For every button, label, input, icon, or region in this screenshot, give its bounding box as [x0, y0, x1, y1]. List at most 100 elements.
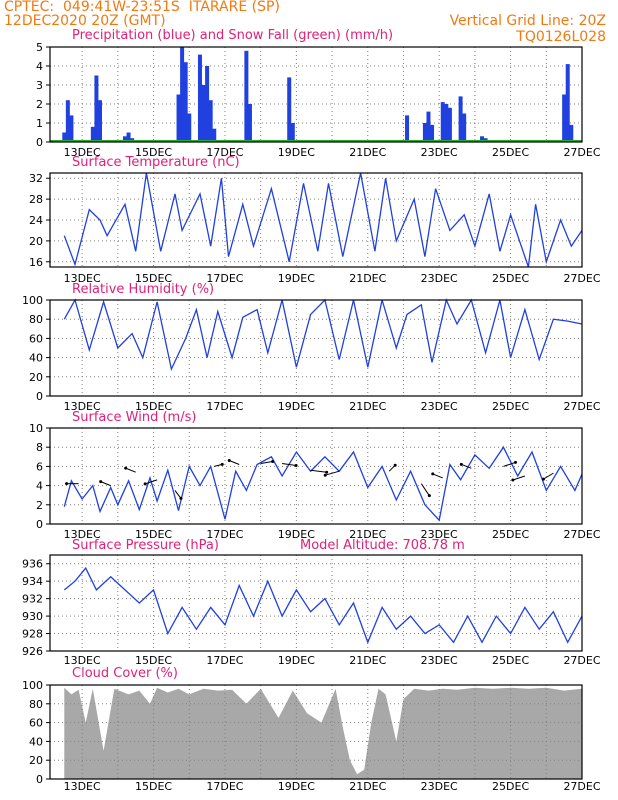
x-tick-label-1: 17DEC	[206, 272, 243, 285]
precip-bar	[197, 54, 202, 142]
wind-arrow	[125, 467, 136, 473]
x-tick-label-4: 13DEC	[64, 654, 101, 667]
wind-arrow-head	[65, 482, 69, 486]
x-tick-label-0: 15DEC	[135, 146, 172, 159]
cloud-cover-area	[64, 687, 583, 779]
precip-bar	[444, 104, 449, 142]
precip-bar	[562, 94, 567, 142]
wind-arrow	[174, 490, 182, 499]
precip-bar	[183, 62, 188, 143]
y-tick-label-2: 60	[29, 332, 43, 345]
y-tick-label-1: 28	[29, 193, 43, 206]
precip-bar	[426, 111, 431, 142]
x-tick-label-2: 25DEC	[492, 400, 529, 413]
x-tick-label-2: 23DEC	[421, 400, 458, 413]
x-tick-label-5: 21DEC	[349, 780, 386, 793]
y-tick-label-4: 930	[22, 610, 43, 623]
precip-bar	[90, 126, 95, 142]
y-tick-label-5: 40	[29, 735, 43, 748]
wind-arrow-head	[271, 460, 275, 464]
precip-bar	[447, 107, 452, 142]
panel-title-5: Cloud Cover (%)	[72, 666, 178, 681]
precip-bar	[422, 123, 427, 142]
y-tick-label-3: 4	[36, 480, 43, 493]
y-tick-label-1: 32	[29, 172, 43, 185]
x-tick-label-0: 25DEC	[492, 146, 529, 159]
x-tick-label-1: 27DEC	[563, 272, 600, 285]
x-tick-label-0: 19DEC	[278, 146, 315, 159]
precip-bar	[94, 75, 99, 142]
precip-bar	[187, 113, 192, 142]
x-tick-label-5: 25DEC	[492, 780, 529, 793]
x-tick-label-4: 15DEC	[135, 654, 172, 667]
x-tick-label-2: 17DEC	[206, 400, 243, 413]
wind-arrow-head	[511, 478, 515, 482]
wind-arrow	[282, 463, 297, 467]
x-tick-label-4: 17DEC	[206, 654, 243, 667]
x-tick-label-0: 23DEC	[421, 146, 458, 159]
wind-arrow	[432, 473, 443, 479]
y-tick-label-4: 936	[22, 558, 43, 571]
y-tick-label-5: 0	[36, 773, 43, 786]
x-tick-label-2: 27DEC	[563, 400, 600, 413]
x-tick-label-3: 15DEC	[135, 528, 172, 541]
wind-arrow	[229, 460, 240, 465]
x-tick-label-3: 13DEC	[64, 528, 101, 541]
y-tick-label-3: 8	[36, 441, 43, 454]
precip-bar	[565, 64, 570, 142]
y-tick-label-2: 80	[29, 313, 43, 326]
y-tick-label-3: 2	[36, 499, 43, 512]
panel-title-3: Surface Wind (m/s)	[72, 410, 196, 425]
x-tick-label-1: 15DEC	[135, 272, 172, 285]
x-tick-label-0: 13DEC	[64, 146, 101, 159]
precip-bar	[287, 77, 292, 142]
precip-bar	[97, 100, 102, 142]
y-tick-label-1: 16	[29, 256, 43, 269]
precip-bar	[405, 115, 410, 142]
wind-arrow-head	[227, 458, 231, 462]
y-tick-label-1: 24	[29, 214, 43, 227]
precip-bar	[65, 100, 70, 142]
x-tick-label-4: 23DEC	[421, 654, 458, 667]
x-tick-label-4: 25DEC	[492, 654, 529, 667]
y-tick-label-5: 60	[29, 717, 43, 730]
x-tick-label-0: 27DEC	[563, 146, 600, 159]
x-tick-label-2: 19DEC	[278, 400, 315, 413]
x-tick-label-5: 23DEC	[421, 780, 458, 793]
wind-arrow-head	[323, 473, 327, 477]
wind-arrow-head	[143, 482, 147, 486]
wind-arrow-head	[459, 462, 463, 466]
wind-arrow	[310, 469, 327, 473]
wind-arrow	[144, 479, 158, 485]
panel-frame-5	[49, 684, 583, 780]
precip-bar	[480, 136, 485, 142]
precip-bar	[569, 124, 574, 142]
precip-bar	[122, 136, 127, 142]
x-tick-label-5: 19DEC	[278, 780, 315, 793]
x-tick-label-3: 27DEC	[563, 528, 600, 541]
wind-arrow	[543, 472, 554, 480]
wind-arrow	[461, 463, 472, 469]
precip-bar	[290, 123, 295, 142]
wind-arrow	[503, 461, 516, 467]
wind-arrow-head	[513, 460, 517, 464]
panel-frame-4	[49, 554, 583, 652]
x-tick-label-1: 21DEC	[349, 272, 386, 285]
x-tick-label-5: 15DEC	[135, 780, 172, 793]
panel-title-4: Surface Pressure (hPa)	[72, 538, 219, 553]
x-tick-label-1: 23DEC	[421, 272, 458, 285]
grid-line-note: Vertical Grid Line: 20Z	[449, 13, 606, 29]
x-tick-label-5: 13DEC	[64, 780, 101, 793]
y-tick-label-1: 20	[29, 235, 43, 248]
x-tick-label-0: 17DEC	[206, 146, 243, 159]
wind-arrow-head	[541, 477, 545, 481]
wind-arrow	[420, 483, 430, 496]
y-tick-label-0: 0	[36, 136, 43, 149]
datetime-header: 12DEC2020 20Z (GMT)	[4, 13, 166, 29]
precip-bar	[69, 115, 74, 142]
panel-title-0: Precipitation (blue) and Snow Fall (gree…	[72, 28, 393, 43]
model-code: TQ0126L028	[516, 29, 606, 45]
y-tick-label-3: 10	[29, 422, 43, 435]
y-tick-label-2: 20	[29, 371, 43, 384]
